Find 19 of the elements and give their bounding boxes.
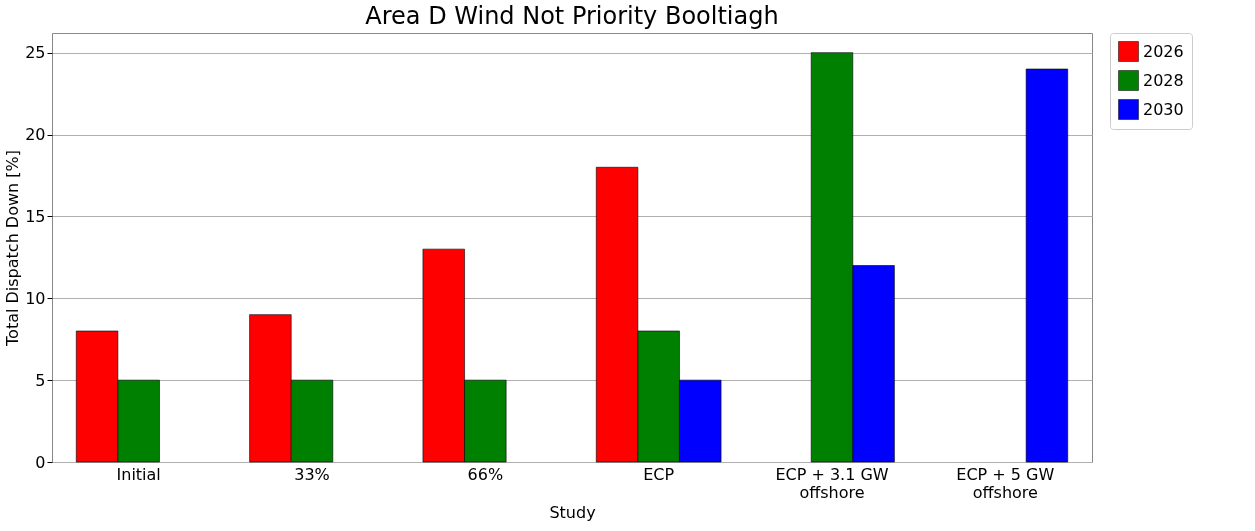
legend-label: 2030	[1143, 99, 1184, 119]
y-tick-label: 5	[35, 370, 46, 390]
y-tick-label: 25	[25, 43, 46, 63]
legend-label: 2026	[1143, 41, 1184, 61]
x-tick-label: Initial	[116, 464, 161, 484]
bar	[1025, 68, 1069, 463]
x-tick-label: ECP + 5 GW offshore	[956, 464, 1055, 502]
y-tick-label: 20	[25, 125, 46, 145]
y-tick-label: 10	[25, 288, 46, 308]
x-tick-label: ECP	[643, 464, 675, 484]
y-tick-label: 15	[25, 206, 46, 226]
chart-title: Area D Wind Not Priority Booltiagh	[365, 1, 779, 30]
x-tick-label: 66%	[467, 464, 504, 484]
y-axis-title: Total Dispatch Down [%]	[3, 150, 23, 347]
x-axis-title: Study	[549, 502, 596, 522]
x-tick-label: 33%	[294, 464, 330, 484]
legend-label: 2028	[1143, 70, 1184, 90]
x-tick-label: ECP + 3.1 GW offshore	[775, 464, 889, 502]
y-tick-label: 0	[35, 452, 46, 472]
